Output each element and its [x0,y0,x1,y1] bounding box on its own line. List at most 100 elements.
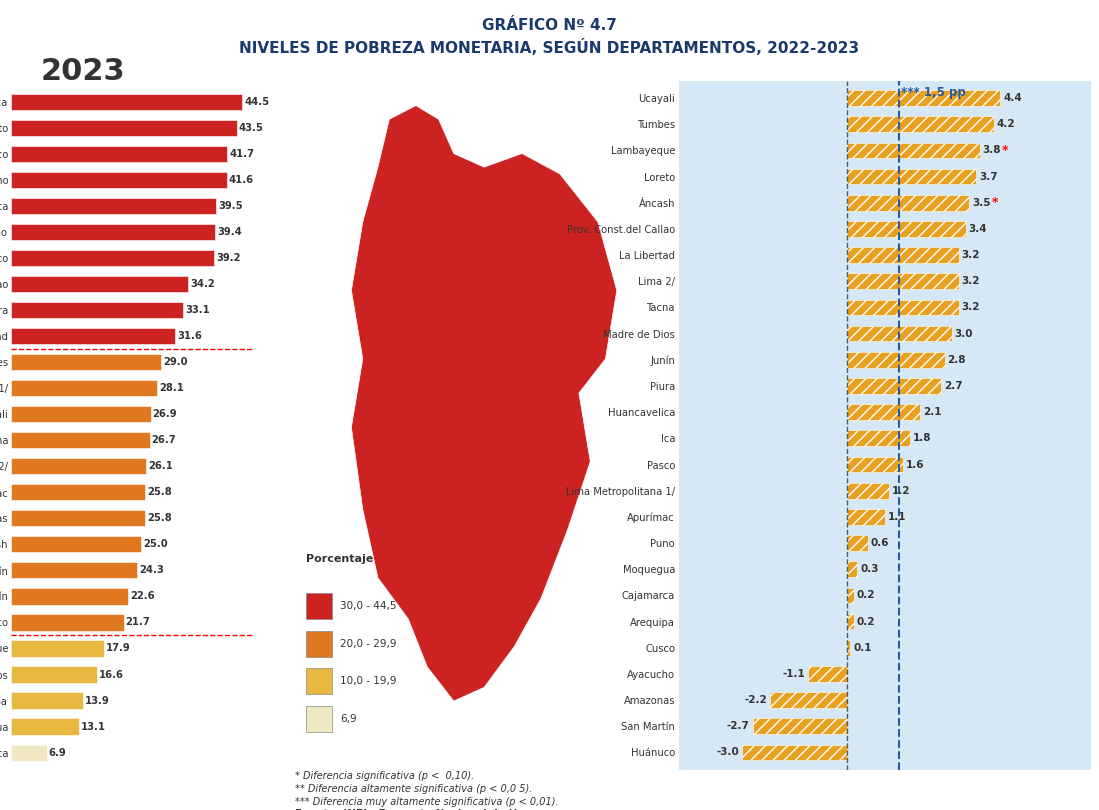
Bar [11,198,217,214]
Text: -3.0: -3.0 [717,748,740,757]
Bar [847,117,993,132]
Bar [11,562,137,578]
Bar [847,535,868,551]
FancyBboxPatch shape [306,593,333,619]
Text: 3.2: 3.2 [962,250,980,260]
Bar [847,195,969,211]
Text: *: * [991,196,998,209]
FancyBboxPatch shape [306,706,333,732]
Text: 0.2: 0.2 [856,616,875,627]
Text: 1.1: 1.1 [888,512,907,522]
Text: 17.9: 17.9 [106,643,131,654]
Text: 30,0 - 44,5: 30,0 - 44,5 [340,601,397,611]
Text: 0.3: 0.3 [861,565,878,574]
Text: 26.1: 26.1 [148,462,174,471]
Text: *** 1,5 pp: *** 1,5 pp [901,86,966,100]
Bar [11,354,162,370]
Text: 29.0: 29.0 [164,357,188,367]
Bar [847,483,889,498]
Text: 0.1: 0.1 [853,643,872,653]
Bar [11,458,146,475]
Bar [847,143,979,158]
Text: 33.1: 33.1 [185,305,210,315]
Bar [847,640,851,655]
Text: Fuente: INEI - Encuesta Nacional de Hogares.: Fuente: INEI - Encuesta Nacional de Hoga… [295,809,562,810]
FancyBboxPatch shape [306,630,333,657]
Text: 6,9: 6,9 [340,714,357,724]
Bar [11,667,97,683]
Bar [11,744,47,761]
Bar [847,509,886,525]
Bar [11,536,141,552]
Bar [11,433,149,449]
Bar [11,94,242,110]
Text: 28.1: 28.1 [159,383,184,393]
Bar [11,224,215,240]
Text: 24.3: 24.3 [140,565,164,575]
Bar [11,328,175,344]
Bar [847,430,910,446]
Text: 3.4: 3.4 [968,224,987,234]
Bar [11,588,129,604]
Text: 39.2: 39.2 [217,253,241,263]
Text: DIFERENCIA PORCENTUAL 2023/2022: DIFERENCIA PORCENTUAL 2023/2022 [747,55,1023,68]
Text: 22.6: 22.6 [131,591,155,602]
Text: 41.6: 41.6 [229,175,254,185]
Bar [742,744,847,761]
FancyBboxPatch shape [306,668,333,694]
Bar [11,120,236,136]
Text: ** Diferencia altamente significativa (p < 0,0 5).: ** Diferencia altamente significativa (p… [295,784,532,794]
Bar [11,693,84,709]
Bar [847,326,952,342]
Bar [753,718,847,734]
Text: -2.7: -2.7 [726,722,750,731]
Text: 3.2: 3.2 [962,276,980,286]
Text: -2.2: -2.2 [744,695,767,706]
Bar [847,247,958,263]
Text: * Diferencia significativa (p <  0,10).: * Diferencia significativa (p < 0,10). [295,771,474,781]
Text: 2.7: 2.7 [944,381,963,391]
Bar [847,614,854,629]
Text: 6.9: 6.9 [48,748,67,757]
Text: 31.6: 31.6 [177,331,202,341]
Polygon shape [352,105,617,701]
Text: 3.5: 3.5 [972,198,990,207]
Text: 41.7: 41.7 [230,149,255,159]
Text: 16.6: 16.6 [99,670,124,680]
Bar [847,404,920,420]
Bar [809,666,847,682]
Bar [11,718,79,735]
Text: 25.8: 25.8 [147,514,171,523]
Text: 44.5: 44.5 [244,97,269,107]
Bar [847,352,945,368]
Bar [11,172,226,188]
Bar [11,146,227,162]
Text: 13.9: 13.9 [86,696,110,706]
Bar [11,406,151,422]
Text: 26.7: 26.7 [152,435,176,446]
Text: GRÁFICO Nº 4.7: GRÁFICO Nº 4.7 [482,18,617,33]
Bar [11,484,145,501]
Bar [847,378,941,394]
Text: 25.8: 25.8 [147,488,171,497]
Text: 2.1: 2.1 [923,407,942,417]
Text: 0.6: 0.6 [870,538,889,548]
Bar [11,510,145,526]
Text: 10,0 - 19,9: 10,0 - 19,9 [340,676,397,686]
Text: 0.2: 0.2 [856,590,875,600]
Bar [11,641,104,657]
Text: 21.7: 21.7 [125,617,151,628]
Text: *** Diferencia muy altamente significativa (p < 0,01).: *** Diferencia muy altamente significati… [295,797,558,807]
Text: 3.8: 3.8 [983,145,1001,156]
Text: 13.1: 13.1 [81,722,106,731]
Text: 2.8: 2.8 [947,355,966,364]
Text: 1.2: 1.2 [891,486,910,496]
Bar [847,457,902,472]
Text: 3.2: 3.2 [962,302,980,313]
Text: 4.4: 4.4 [1003,93,1022,103]
Text: 20,0 - 29,9: 20,0 - 29,9 [340,638,397,649]
Bar [11,302,182,318]
Bar [847,300,958,315]
Text: Porcentaje: Porcentaje [306,554,374,564]
Text: 4.2: 4.2 [997,119,1015,129]
